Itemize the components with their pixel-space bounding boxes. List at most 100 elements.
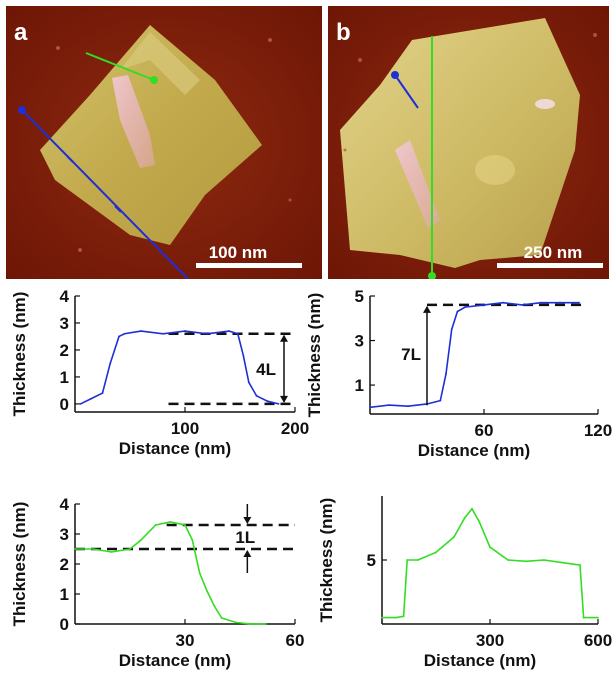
series-line <box>75 521 266 625</box>
data-point <box>264 623 267 625</box>
x-tick-label: 100 <box>171 419 199 438</box>
data-point <box>540 301 542 304</box>
arrow-head <box>280 395 288 403</box>
arrow-head <box>243 550 252 557</box>
data-point <box>247 381 250 384</box>
data-point <box>483 304 485 306</box>
data-point <box>450 328 453 331</box>
green-profile-line-a <box>85 52 155 81</box>
y-tick-label: 4 <box>60 495 70 514</box>
data-point <box>439 399 442 402</box>
y-tick-label: 3 <box>60 314 69 333</box>
scale-bar-label-b: 250 nm <box>524 243 583 262</box>
pink-streak-b <box>395 140 440 228</box>
data-point <box>478 520 481 523</box>
annotation-label: 7L <box>401 345 421 364</box>
arrow-head <box>243 517 252 524</box>
y-axis-label: Thickness (nm) <box>10 502 29 627</box>
data-point <box>129 548 131 550</box>
data-point <box>559 301 561 304</box>
panel-letter-b: b <box>336 19 351 46</box>
data-point <box>140 539 142 541</box>
data-point <box>109 362 112 365</box>
y-tick-label: 1 <box>60 585 69 604</box>
data-point <box>228 330 230 332</box>
profile-chart-blue-b: 5 300 600 Distance (nm) Thickness (nm) <box>317 496 612 670</box>
data-point <box>507 559 509 561</box>
panel-letter-a: a <box>14 19 28 46</box>
data-point <box>206 332 208 335</box>
data-point <box>277 403 280 405</box>
x-tick-label: 60 <box>286 631 305 650</box>
x-tick-label: 30 <box>176 631 195 650</box>
data-point <box>597 616 599 619</box>
data-point <box>118 335 120 338</box>
data-point <box>453 536 455 538</box>
y-tick-label: 2 <box>60 341 69 360</box>
y-tick-label: 0 <box>60 615 69 634</box>
series-line <box>80 330 279 405</box>
data-point <box>395 616 398 619</box>
data-point <box>456 310 459 313</box>
y-tick-label: 4 <box>60 287 70 306</box>
arrow-head <box>280 334 288 342</box>
data-point <box>255 394 258 397</box>
data-point <box>445 373 447 375</box>
data-point <box>140 330 142 332</box>
pink-streak-a <box>112 75 155 168</box>
data-point <box>388 404 390 406</box>
blue-profile-line-b <box>394 74 419 109</box>
data-point <box>79 403 82 405</box>
x-axis-label: Distance (nm) <box>119 651 231 670</box>
x-axis-label: Distance (nm) <box>424 651 536 670</box>
profile-chart-green-b: 1 3 5 60 120 Distance (nm) Thickness (nm) 7L <box>305 287 612 460</box>
data-point <box>213 605 216 607</box>
y-tick-label: 3 <box>355 332 364 351</box>
y-tick-label: 2 <box>60 555 69 574</box>
x-tick-label: 300 <box>476 631 504 650</box>
x-axis-label: Distance (nm) <box>119 439 231 458</box>
data-point <box>407 405 409 408</box>
scale-bar-b <box>497 263 603 268</box>
data-point <box>561 561 563 564</box>
data-point <box>242 354 245 357</box>
data-point <box>123 332 126 335</box>
data-point <box>579 564 581 567</box>
data-point <box>521 304 523 306</box>
x-tick-label: 120 <box>584 421 612 440</box>
y-axis-label: Thickness (nm) <box>317 498 336 623</box>
data-point <box>489 546 491 549</box>
data-point <box>543 559 545 561</box>
series-line <box>382 507 598 619</box>
y-tick-label: 5 <box>355 287 364 306</box>
data-point <box>406 559 409 561</box>
data-point <box>101 392 104 395</box>
data-point <box>417 559 419 561</box>
data-point <box>266 400 269 403</box>
x-axis-label: Distance (nm) <box>418 441 530 460</box>
data-point <box>162 332 164 335</box>
annotation-label: 4L <box>256 360 276 379</box>
y-tick-label: 3 <box>60 525 69 544</box>
y-tick-label: 1 <box>355 376 364 395</box>
data-point <box>402 615 405 618</box>
y-tick-label: 5 <box>367 551 376 570</box>
data-point <box>191 539 194 541</box>
data-point <box>206 590 208 592</box>
data-point <box>90 397 93 400</box>
green-profile-end-b <box>428 272 436 279</box>
data-point <box>235 621 238 624</box>
afm-image-b <box>328 6 609 279</box>
green-profile-end-a <box>150 76 158 84</box>
data-point <box>381 616 383 619</box>
x-tick-label: 60 <box>475 421 494 440</box>
data-point <box>198 572 201 574</box>
data-point <box>184 524 186 526</box>
data-point <box>463 516 466 519</box>
blue-profile-line-a <box>21 109 189 279</box>
flake-a <box>40 25 262 245</box>
data-point <box>184 330 186 332</box>
data-point <box>110 551 113 553</box>
y-axis-label: Thickness (nm) <box>305 293 324 418</box>
